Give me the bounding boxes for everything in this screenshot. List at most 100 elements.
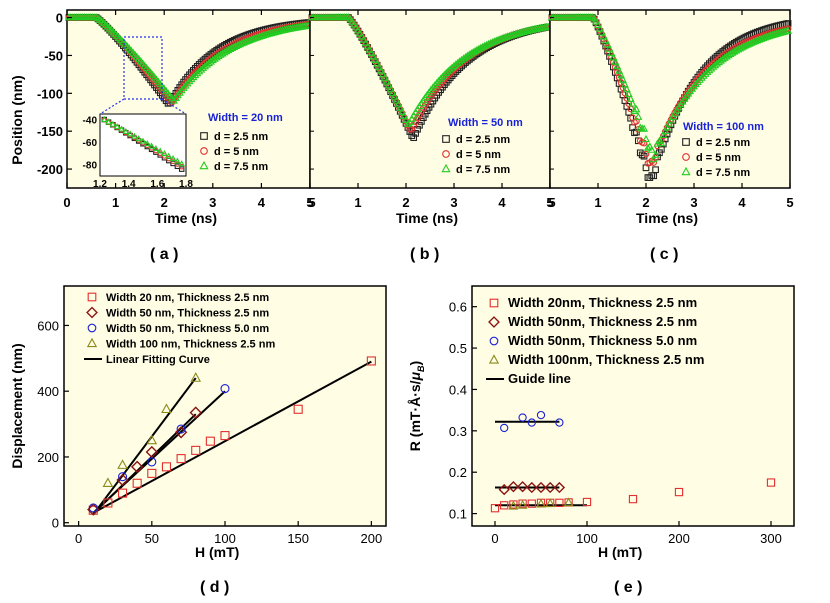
legend-label-b: d = 2.5 nm bbox=[456, 134, 510, 146]
legend-marker-c bbox=[682, 138, 690, 146]
point-c-2 bbox=[626, 94, 635, 102]
fit-line-d-3 bbox=[92, 377, 197, 516]
panel-a: 0 1 2 3 4 5 0 -50 -100 -150 -200 Time (ns) Positio… bbox=[9, 9, 314, 226]
legend-label-b: d = 5 nm bbox=[456, 149, 501, 161]
inset-point-2 bbox=[143, 140, 151, 147]
point-e-2 bbox=[555, 418, 564, 427]
legend-d: Width 20 nm, Thickness 2.5 nm Width 50 nm… bbox=[84, 292, 275, 366]
legend-marker-b bbox=[442, 135, 450, 143]
inset-point-2 bbox=[178, 160, 186, 167]
series-e-1 bbox=[498, 481, 566, 496]
point-c-2 bbox=[705, 65, 714, 74]
point-b-2 bbox=[438, 72, 447, 80]
inset-ytick-label: -80 bbox=[83, 161, 98, 172]
point-b-2 bbox=[388, 88, 397, 96]
point-e-3 bbox=[508, 500, 519, 510]
inset-point-2 bbox=[156, 147, 164, 154]
series-d-3 bbox=[102, 372, 202, 488]
legend-marker-b bbox=[441, 163, 451, 173]
point-d-3 bbox=[102, 477, 114, 488]
point-d-0 bbox=[117, 488, 128, 498]
point-c-2 bbox=[636, 123, 645, 131]
point-b-2 bbox=[440, 70, 449, 78]
ylabel-d: Displacement (nm) bbox=[9, 343, 25, 468]
point-c-2 bbox=[665, 119, 674, 127]
xtick-label-c: 2 bbox=[642, 195, 649, 210]
legend-marker-d bbox=[86, 337, 98, 348]
inset-point-2 bbox=[165, 152, 173, 159]
legend-marker-c bbox=[682, 153, 690, 161]
point-b-2 bbox=[371, 55, 380, 64]
point-b-2 bbox=[403, 119, 412, 127]
point-c-0 bbox=[631, 129, 638, 137]
inset-xtick-label: 1.6 bbox=[150, 179, 164, 190]
ytick-label-e: 0.3 bbox=[449, 424, 467, 439]
ylabel-e-mu: μ bbox=[407, 371, 423, 381]
legend-marker-c bbox=[681, 166, 691, 176]
marks-c: 5 1 2 3 4 5 bbox=[547, 10, 794, 210]
point-c-2 bbox=[784, 26, 793, 34]
point-c-2 bbox=[620, 80, 629, 88]
xlabel-c: Time (ns) bbox=[636, 210, 698, 226]
legend-marker-e bbox=[489, 298, 499, 308]
point-c-2 bbox=[663, 123, 672, 131]
ytick-label-a: -100 bbox=[37, 86, 63, 101]
point-d-0 bbox=[220, 431, 230, 441]
ylabel-e-sub: B bbox=[416, 365, 426, 372]
series-e-3 bbox=[508, 497, 574, 510]
point-d-1 bbox=[145, 445, 159, 459]
point-c-2 bbox=[647, 145, 656, 153]
xlabel-b: Time (ns) bbox=[396, 210, 458, 226]
point-b-2 bbox=[384, 81, 393, 89]
ylabel-a: Position (nm) bbox=[9, 75, 25, 164]
point-d-0 bbox=[205, 436, 215, 446]
xlabel-d: H (mT) bbox=[195, 544, 239, 560]
inset-point-0 bbox=[178, 166, 185, 172]
inset-xtick-label: 1.4 bbox=[122, 179, 136, 190]
point-d-2 bbox=[176, 424, 186, 434]
point-a-2 bbox=[181, 81, 190, 89]
xtick-label-b: 4 bbox=[498, 195, 506, 210]
point-a-2 bbox=[195, 67, 204, 75]
ylabel-e-close: ) bbox=[407, 361, 423, 366]
point-c-1 bbox=[642, 150, 650, 158]
fit-line-d-2 bbox=[92, 390, 226, 514]
inset-point-2 bbox=[139, 137, 147, 144]
point-d-0 bbox=[293, 404, 303, 414]
legend-label-c: d = 7.5 nm bbox=[696, 167, 750, 179]
point-b-2 bbox=[365, 45, 374, 53]
series-a-1 bbox=[65, 14, 312, 106]
series-e-2 bbox=[500, 410, 564, 433]
inset-point-2 bbox=[126, 130, 134, 137]
point-c-0 bbox=[640, 152, 648, 160]
point-c-2 bbox=[611, 57, 620, 65]
xtick-label-c: 5 bbox=[548, 195, 555, 210]
point-c-2 bbox=[666, 116, 675, 124]
marks-d: 0 50 100 150 200 0 200 400 600 bbox=[37, 318, 382, 546]
plot-area-d bbox=[63, 285, 387, 527]
point-b-2 bbox=[401, 115, 411, 123]
point-d-1 bbox=[189, 406, 202, 419]
legend-marker-d bbox=[87, 323, 97, 333]
legend-title-a: Width = 20 nm bbox=[208, 112, 283, 124]
marks-b: 5 1 2 3 4 5 bbox=[307, 10, 554, 210]
point-e-1 bbox=[535, 481, 547, 494]
legend-marker-a bbox=[199, 160, 209, 170]
legend-label-a: d = 7.5 nm bbox=[214, 161, 268, 173]
point-c-2 bbox=[603, 40, 612, 48]
inset-point-2 bbox=[109, 120, 117, 127]
point-c-2 bbox=[630, 106, 639, 115]
ylabel-e-text: R (mT·Å·s/ bbox=[407, 380, 423, 451]
xtick-label-c: 4 bbox=[738, 195, 746, 210]
point-c-2 bbox=[617, 71, 626, 79]
point-d-2 bbox=[88, 503, 98, 513]
point-a-2 bbox=[185, 76, 194, 85]
inset-point-2 bbox=[118, 125, 125, 132]
point-c-2 bbox=[657, 138, 666, 147]
point-d-0 bbox=[147, 468, 157, 478]
xtick-label-d: 50 bbox=[145, 531, 159, 546]
series-b-2 bbox=[307, 13, 553, 127]
legend-label-c: d = 5 nm bbox=[696, 152, 741, 164]
ytick-label-d: 200 bbox=[37, 450, 59, 465]
inset-point-2 bbox=[131, 132, 138, 139]
